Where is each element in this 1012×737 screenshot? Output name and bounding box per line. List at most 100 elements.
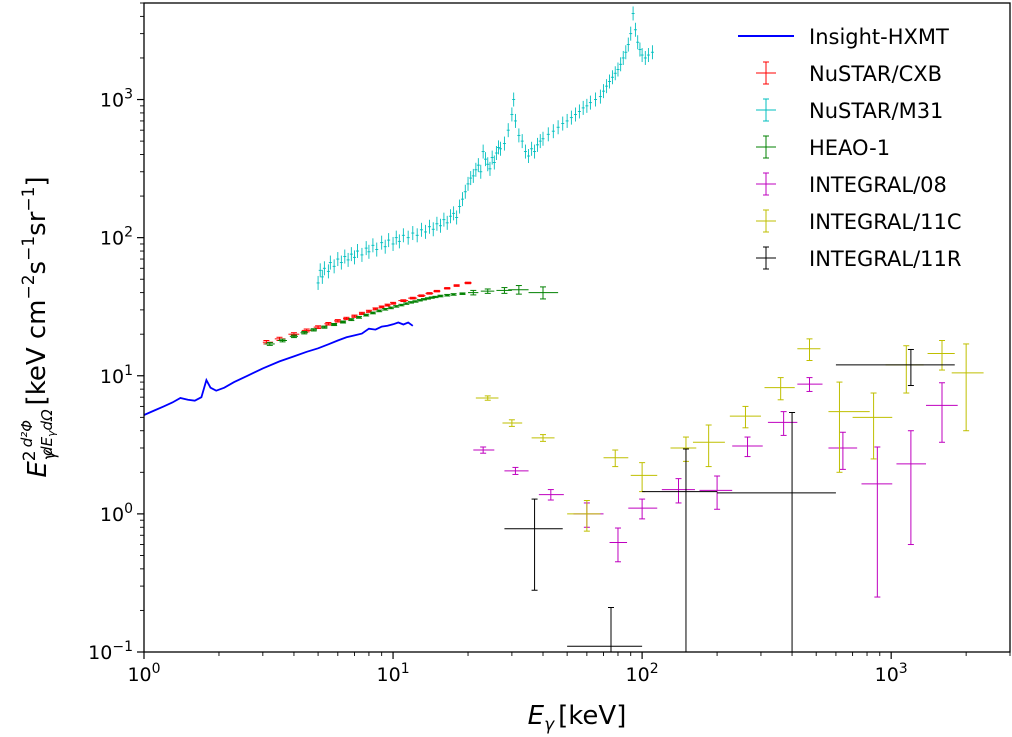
data-point [538,489,564,501]
data-point [764,377,795,401]
legend-item: NuSTAR/CXB [756,61,942,86]
legend-item: NuSTAR/M31 [756,98,943,123]
data-point [475,395,499,401]
data-point [398,299,409,302]
legend-item: INTEGRAL/11R [756,246,961,271]
legend-item: HEAO-1 [756,135,890,160]
data-point [468,289,479,296]
data-point [531,434,555,442]
data-point [390,301,397,305]
legend-label: INTEGRAL/11C [809,210,962,234]
data-point [450,293,457,296]
data-point [340,320,347,324]
data-point [300,331,308,335]
data-point [628,498,658,520]
data-point [609,527,628,563]
legend-label: NuSTAR/M31 [809,99,943,123]
data-point [277,338,287,343]
data-point [464,281,472,285]
data-point [732,436,763,458]
data-point [528,286,559,300]
data-point [508,285,529,295]
data-point [393,305,400,308]
data-point [398,303,405,307]
series-nustar-m31 [316,6,654,290]
data-point [387,306,394,310]
y-tick-label: 101 [100,363,133,388]
data-point [382,307,389,311]
data-point [835,348,955,387]
data-point [861,446,893,598]
data-point [348,318,355,322]
legend-item: Insight-HXMT [738,25,949,49]
data-point [642,448,718,652]
legend-label: INTEGRAL/08 [809,173,947,197]
y-tick-label: 100 [100,501,133,526]
data-point [378,305,385,309]
x-tick-label: 103 [875,661,908,686]
data-point [896,430,927,546]
series-line [144,321,414,416]
x-axis-label: Eγ [keV] [528,701,627,735]
x-tick-label: 101 [377,661,410,686]
data-point [444,293,451,297]
series-integral-11r [504,348,955,652]
legend-label: HEAO-1 [809,136,890,160]
data-point [951,343,984,432]
series-layer [144,6,984,652]
data-point [473,446,495,454]
data-point [717,412,836,652]
data-point [828,381,870,473]
data-point [331,323,338,327]
data-point [437,294,444,298]
data-point [453,284,460,287]
data-point [264,342,275,346]
data-point [321,325,328,329]
data-point [567,499,601,532]
series-nustar-cxb [262,281,472,345]
data-point [504,498,563,591]
x-tick-label: 102 [626,661,659,686]
data-point [852,392,893,460]
data-point [376,309,383,313]
legend-item: INTEGRAL/11C [756,209,962,234]
data-point [443,287,451,290]
legend-label: NuSTAR/CXB [809,62,942,86]
data-point [459,292,466,295]
data-point [408,296,418,300]
data-point [289,334,298,339]
legend: Insight-HXMT NuSTAR/CXB NuSTAR/M31 HEAO-1 IN… [738,25,962,271]
data-point [356,315,363,319]
data-point [504,466,529,475]
plot-frame [143,2,1011,653]
data-point [797,377,823,392]
legend-label: Insight-HXMT [809,25,949,49]
data-point [692,424,725,468]
data-point [797,338,821,361]
data-point [496,287,512,294]
legend-item: INTEGRAL/08 [756,172,947,197]
data-point [567,606,643,652]
data-point [369,311,376,315]
data-point [828,431,858,470]
x-tick-label: 100 [127,661,160,686]
series-integral-11c [475,338,984,532]
data-point [661,478,695,504]
data-point [324,322,333,326]
data-point [407,301,414,304]
data-point [603,449,629,468]
data-point [433,289,441,293]
series-heao-1 [264,285,559,346]
data-point [363,313,370,317]
data-point [502,419,523,427]
y-tick-label: 103 [100,87,133,112]
data-point [926,382,958,443]
legend-label: INTEGRAL/11R [809,247,961,271]
y-tick-label: 10−1 [88,639,133,664]
data-point [425,292,434,295]
data-point [480,288,495,294]
